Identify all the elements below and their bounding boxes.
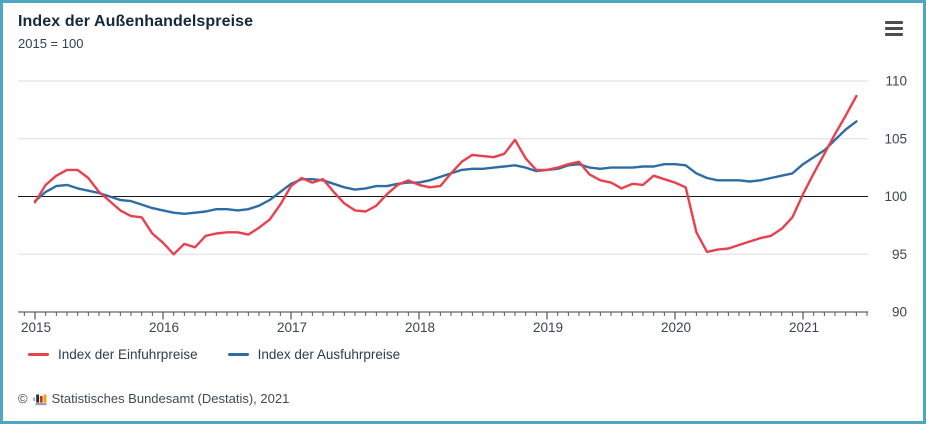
- destatis-bars-icon: [32, 394, 47, 405]
- x-axis-label: 2021: [789, 320, 819, 335]
- menu-button[interactable]: [885, 21, 903, 36]
- y-axis-label: 105: [884, 131, 907, 146]
- einfuhrpreise-line: [33, 94, 858, 256]
- legend-label-ausfuhrpreise: Index der Ausfuhrpreise: [257, 347, 401, 362]
- copyright-symbol: ©: [18, 391, 28, 406]
- einfuhrpreise-swatch: [28, 352, 49, 357]
- chart-subtitle: 2015 = 100: [18, 36, 84, 51]
- ausfuhrpreise-swatch: [227, 352, 249, 357]
- x-axis-label: 2018: [405, 320, 435, 335]
- y-axis-label: 90: [892, 305, 907, 320]
- legend: Index der Einfuhrpreise Index der Ausfuh…: [28, 347, 400, 362]
- x-axis-label: 2019: [533, 320, 563, 335]
- y-axis-label: 110: [885, 74, 907, 89]
- y-axis-label: 100: [884, 189, 907, 204]
- x-axis-label: 2016: [149, 320, 179, 335]
- copyright-line: © Statistisches Bundesamt (Destatis), 20…: [18, 391, 289, 406]
- source-text: Statistisches Bundesamt (Destatis), 2021: [51, 391, 290, 406]
- x-axis-label: 2015: [21, 320, 51, 335]
- legend-item-ausfuhrpreise[interactable]: Index der Ausfuhrpreise: [227, 347, 401, 362]
- ausfuhrpreise-line: [33, 120, 858, 216]
- chart-title: Index der Außenhandelspreise: [18, 13, 254, 30]
- x-axis-label: 2017: [277, 320, 307, 335]
- y-axis-label: 95: [892, 247, 907, 262]
- x-axis-label: 2020: [661, 320, 691, 335]
- legend-item-einfuhrpreise[interactable]: Index der Einfuhrpreise: [28, 347, 198, 362]
- hamburger-icon: [885, 21, 903, 25]
- legend-label-einfuhrpreise: Index der Einfuhrpreise: [58, 347, 198, 362]
